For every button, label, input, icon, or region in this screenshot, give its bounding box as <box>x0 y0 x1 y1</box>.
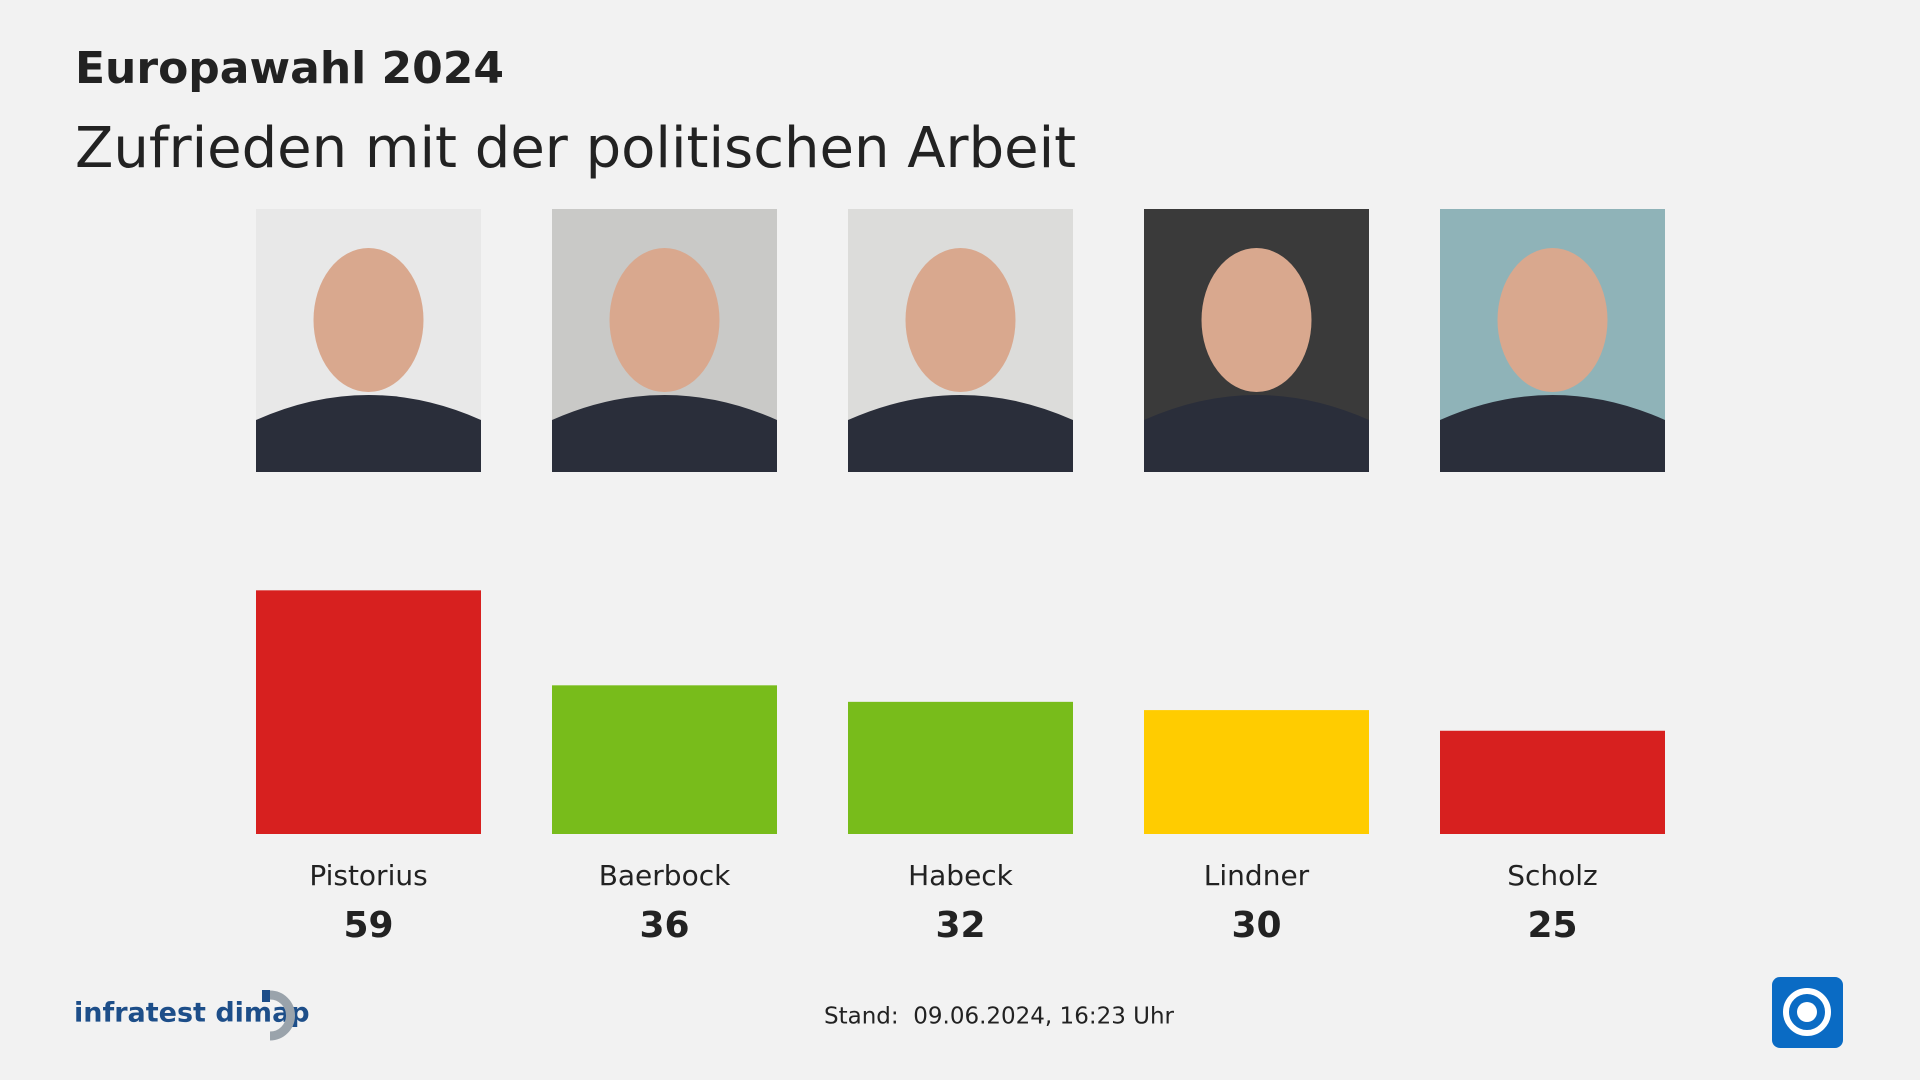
bar <box>1440 730 1665 834</box>
source-logo-icon <box>262 990 295 1041</box>
portrait-head <box>1497 248 1608 392</box>
chart-subtitle: Zufrieden mit der politischen Arbeit <box>75 116 1076 181</box>
bar <box>1144 710 1369 834</box>
portrait <box>256 209 481 472</box>
bar <box>256 590 481 834</box>
portrait-head <box>1201 248 1312 392</box>
value-label: 25 <box>1527 905 1577 946</box>
source-logo: infratest dimap <box>74 998 310 1029</box>
portrait <box>552 209 777 472</box>
bar <box>552 685 777 834</box>
chart-title: Europawahl 2024 <box>75 43 504 94</box>
portrait-body <box>1144 395 1369 472</box>
portrait-body <box>256 395 481 472</box>
portrait-head <box>905 248 1016 392</box>
value-label: 59 <box>343 905 393 946</box>
portrait <box>1144 209 1369 472</box>
portrait-body <box>552 395 777 472</box>
value-label: 30 <box>1231 905 1281 946</box>
portrait-head <box>313 248 424 392</box>
portrait <box>848 209 1073 472</box>
footnote: Stand: 09.06.2024, 16:23 Uhr <box>824 1004 1175 1030</box>
category-label: Scholz <box>1507 859 1598 892</box>
category-label: Pistorius <box>309 859 427 892</box>
bar <box>848 701 1073 834</box>
portrait <box>1440 209 1665 472</box>
category-label: Habeck <box>908 859 1014 892</box>
value-label: 32 <box>935 905 985 946</box>
portrait-body <box>848 395 1073 472</box>
value-label: 36 <box>639 905 689 946</box>
portrait-body <box>1440 395 1665 472</box>
category-label: Baerbock <box>599 859 731 892</box>
broadcaster-logo <box>1772 977 1843 1048</box>
category-label: Lindner <box>1204 859 1310 892</box>
portrait-head <box>609 248 720 392</box>
